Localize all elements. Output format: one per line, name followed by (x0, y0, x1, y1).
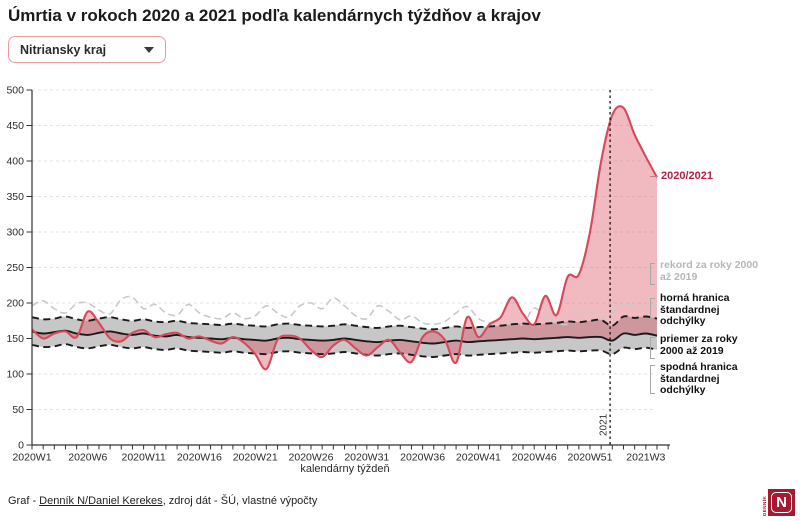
x-tick-label: 2020W1 (12, 452, 51, 464)
footer-credit: Graf - Denník N/Daniel Kerekes, zdroj dá… (8, 495, 318, 507)
y-tick-label: 200 (6, 298, 24, 310)
bracket-upper (650, 298, 655, 320)
x-tick-label: 2020W21 (233, 452, 278, 464)
x-tick-label: 2020W41 (456, 452, 501, 464)
x-tick-label: 2020W46 (512, 452, 557, 464)
region-dropdown-value: Nitriansky kraj (20, 42, 107, 57)
y-tick-label: 100 (6, 369, 24, 381)
bracket-record (650, 263, 655, 285)
record-line (31, 295, 658, 327)
mean-line (31, 329, 658, 345)
series-label-upper-bound: horná hranica štandardnej odchýlky (660, 292, 730, 327)
chart-canvas: 2021 0 50 100 150 200 250 300 350 400 450 500 2020W1… (6, 85, 670, 464)
logo-letter: N (776, 494, 787, 511)
logo-vertical-text: DENNÍK (762, 495, 767, 516)
x-tick-label: 2020W16 (177, 452, 222, 464)
x-tick-label: 2021W3 (626, 452, 665, 464)
year-divider-label: 2021 (599, 413, 610, 436)
y-tick-label: 50 (12, 404, 24, 416)
author-link[interactable]: Denník N/Daniel Kerekes (39, 495, 163, 507)
chevron-down-icon (144, 46, 154, 53)
upper-bound-line (31, 315, 658, 331)
y-tick-label: 350 (6, 191, 24, 203)
region-dropdown[interactable]: Nitriansky kraj (8, 36, 166, 63)
series-label-mean: priemer za roky 2000 až 2019 (660, 333, 738, 357)
y-tick-label: 400 (6, 156, 24, 168)
series-label-lower-bound: spodná hranica štandardnej odchýlky (660, 361, 738, 396)
logo-frame (771, 492, 792, 513)
dennikn-logo: DENNÍK N (762, 489, 795, 516)
bracket-mean (650, 337, 655, 359)
series-label-record: rekord za roky 2000 až 2019 (660, 259, 759, 283)
y-tick-label: 500 (6, 85, 24, 97)
page-title: Úmrtia v rokoch 2020 a 2021 podľa kalend… (8, 6, 541, 25)
y-tick-label: 250 (6, 262, 24, 274)
series-label-2020-2021: 2020/2021 (650, 170, 713, 183)
y-tick-label: 300 (6, 227, 24, 239)
deaths-2020-2021-line (31, 105, 658, 371)
x-tick-label: 2020W11 (122, 452, 166, 464)
y-tick-label: 150 (6, 333, 24, 345)
x-tick-label: 2020W51 (568, 452, 613, 464)
x-tick-label: 2020W26 (289, 452, 334, 464)
y-tick-label: 450 (6, 120, 24, 132)
x-axis-title: kalendárny týždeň (300, 463, 390, 475)
bracket-lower (650, 365, 655, 394)
lower-bound-line (31, 343, 658, 358)
y-tick-label: 0 (18, 440, 24, 452)
x-tick-label: 2020W6 (68, 452, 107, 464)
x-tick-label: 2020W31 (344, 452, 389, 464)
label-tick (650, 176, 657, 177)
logo-mark: N (768, 489, 795, 516)
x-tick-label: 2020W36 (400, 452, 445, 464)
